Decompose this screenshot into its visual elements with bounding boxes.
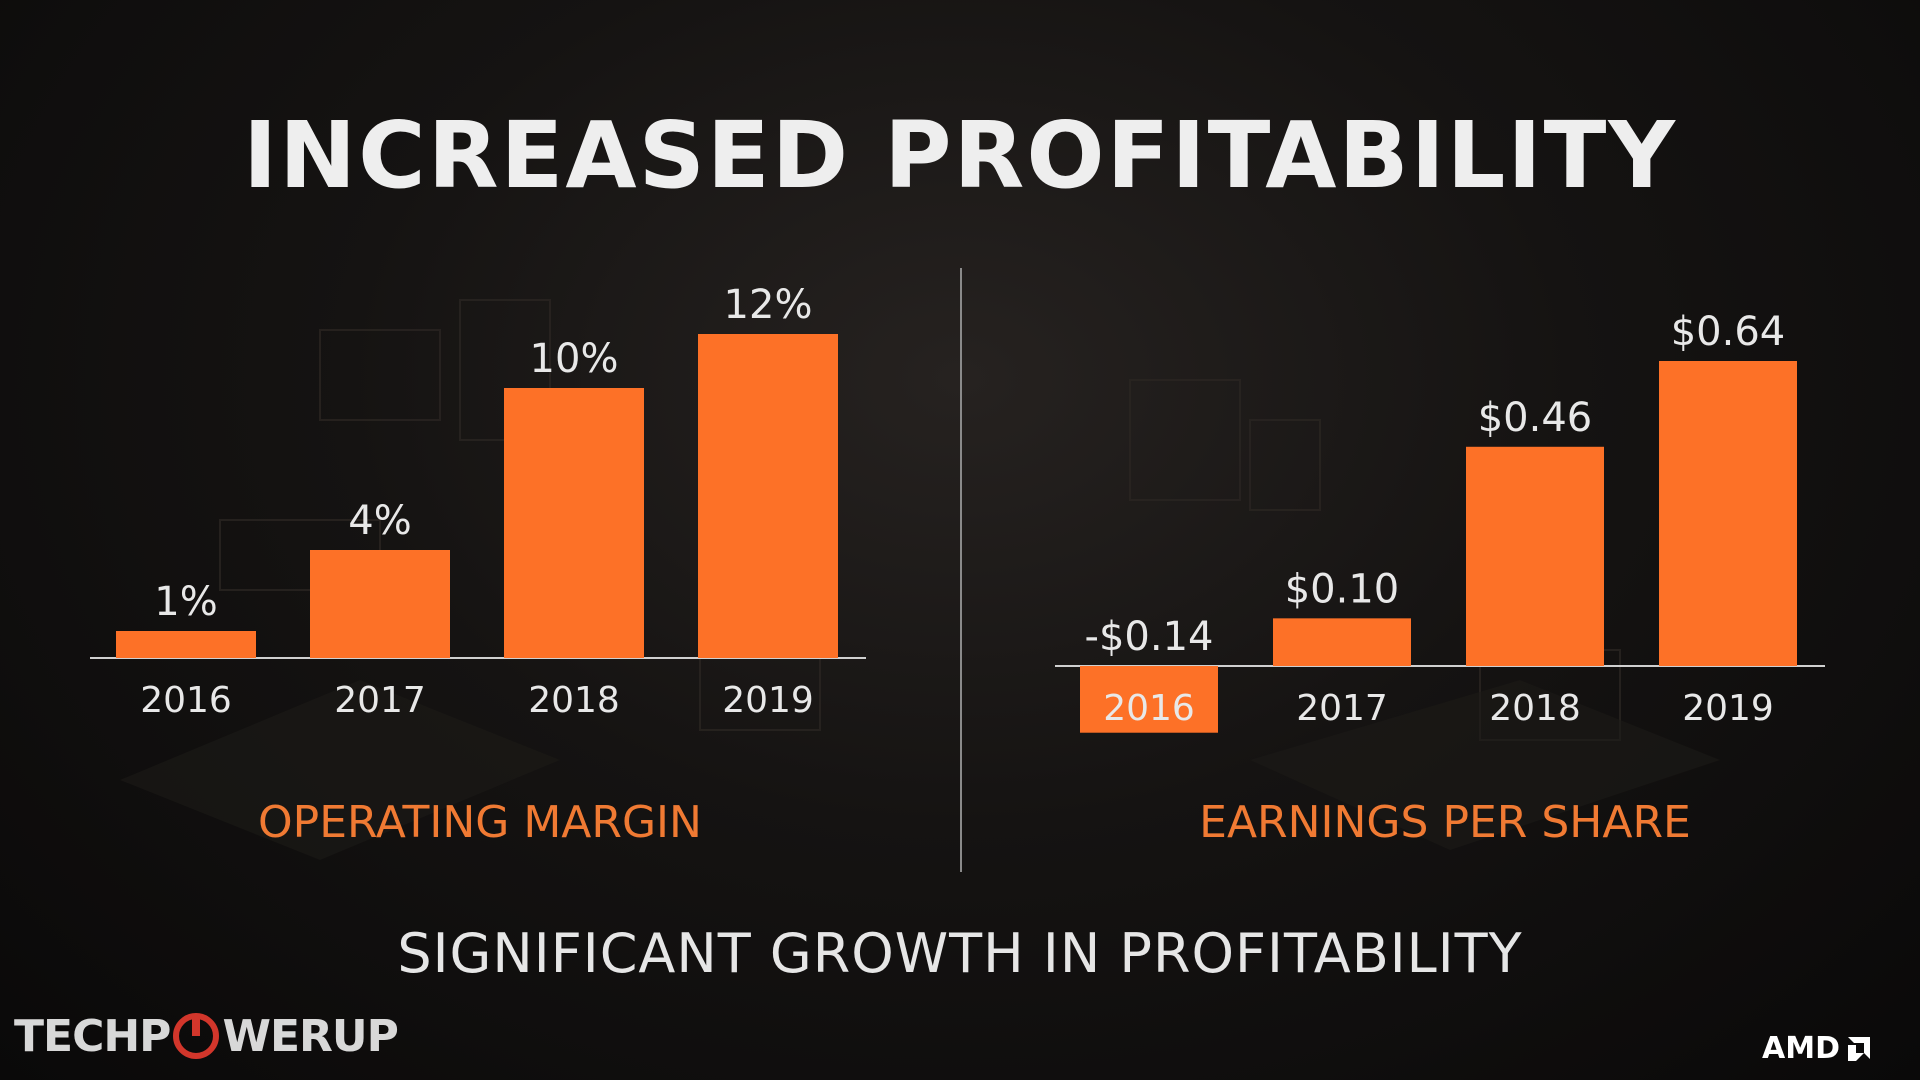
amd-logo-text: AMD: [1762, 1030, 1840, 1066]
category-label-2016: 2016: [140, 680, 232, 721]
value-label-2016: -$0.14: [1085, 614, 1214, 660]
value-label-2016: 1%: [154, 579, 217, 625]
category-label-2018: 2018: [1489, 688, 1581, 729]
slide-title: INCREASED PROFITABILITY: [242, 102, 1678, 209]
amd-logo: AMD: [1762, 1030, 1874, 1066]
value-label-2017: 4%: [348, 498, 411, 544]
category-label-2018: 2018: [528, 680, 620, 721]
operating-margin-chart: 1% 2016 4% 2017 10% 2018 12% 2019: [80, 260, 880, 760]
bar-2018: [1466, 446, 1604, 666]
category-label-2017: 2017: [334, 680, 426, 721]
value-label-2018: 10%: [530, 336, 619, 382]
bar-2016: [1080, 666, 1218, 733]
amd-arrow-icon: [1847, 1037, 1870, 1061]
value-label-2018: $0.46: [1478, 395, 1593, 441]
value-label-2019: $0.64: [1671, 309, 1786, 355]
earnings-per-share-plot: -$0.14 2016 $0.10 2017 $0.46 2018 $0.64 2019: [1055, 309, 1825, 733]
operating-margin-caption: OPERATING MARGIN: [258, 797, 702, 848]
earnings-per-share-caption: EARNINGS PER SHARE: [1199, 797, 1691, 848]
bar-2017: [310, 550, 450, 658]
bar-2017: [1273, 618, 1411, 666]
value-label-2019: 12%: [724, 282, 813, 328]
value-label-2017: $0.10: [1285, 566, 1400, 612]
category-label-2019: 2019: [722, 680, 814, 721]
bar-2019: [698, 334, 838, 658]
operating-margin-plot: 1% 2016 4% 2017 10% 2018 12% 2019: [90, 282, 866, 721]
slide-subtitle: SIGNIFICANT GROWTH IN PROFITABILITY: [397, 922, 1523, 985]
earnings-per-share-chart: -$0.14 2016 $0.10 2017 $0.46 2018 $0.64 2019: [1045, 260, 1845, 760]
category-label-2019: 2019: [1682, 688, 1774, 729]
chart-divider: [960, 268, 962, 872]
bar-2018: [504, 388, 644, 658]
category-label-2016: 2016: [1103, 688, 1195, 729]
bar-2016: [116, 631, 256, 658]
watermark-text-left: TECHP: [14, 1010, 171, 1062]
category-label-2017: 2017: [1296, 688, 1388, 729]
techpowerup-watermark: TECHP WERUP: [14, 1008, 399, 1064]
power-icon: [173, 1013, 220, 1059]
bar-2019: [1659, 361, 1797, 666]
watermark-text-right: WERUP: [222, 1010, 398, 1062]
